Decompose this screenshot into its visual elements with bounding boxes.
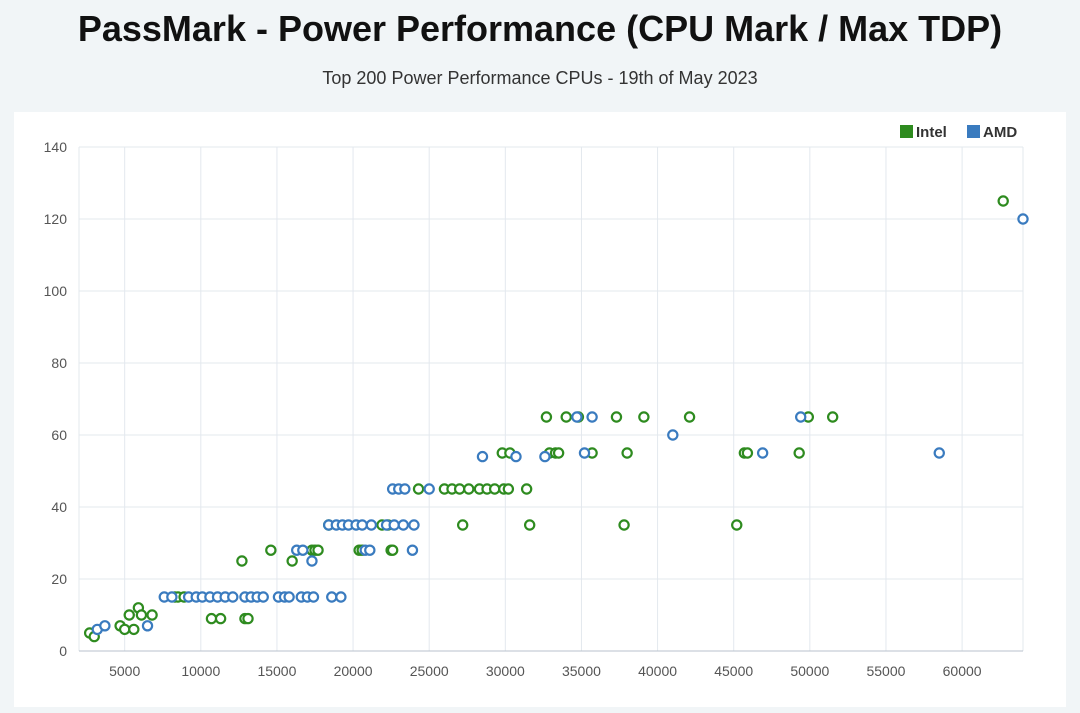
intel-data-point[interactable] — [125, 610, 134, 619]
amd-data-point[interactable] — [540, 452, 549, 461]
intel-data-point[interactable] — [464, 484, 473, 493]
intel-data-point[interactable] — [129, 625, 138, 634]
x-tick-label: 35000 — [562, 663, 601, 679]
x-tick-label: 60000 — [943, 663, 982, 679]
intel-data-point[interactable] — [743, 448, 752, 457]
amd-data-point[interactable] — [580, 448, 589, 457]
x-tick-label: 40000 — [638, 663, 677, 679]
intel-data-point[interactable] — [137, 610, 146, 619]
amd-data-point[interactable] — [400, 484, 409, 493]
intel-data-point[interactable] — [266, 546, 275, 555]
amd-data-point[interactable] — [228, 592, 237, 601]
amd-data-point[interactable] — [409, 520, 418, 529]
intel-data-point[interactable] — [623, 448, 632, 457]
intel-data-point[interactable] — [522, 484, 531, 493]
intel-data-point[interactable] — [685, 412, 694, 421]
legend-label-amd: AMD — [983, 124, 1017, 141]
intel-data-point[interactable] — [120, 625, 129, 634]
amd-data-point[interactable] — [298, 546, 307, 555]
intel-data-point[interactable] — [455, 484, 464, 493]
intel-data-point[interactable] — [313, 546, 322, 555]
legend-swatch-intel — [900, 125, 913, 138]
intel-data-point[interactable] — [504, 484, 513, 493]
chart-title: PassMark - Power Performance (CPU Mark /… — [0, 8, 1080, 50]
intel-data-point[interactable] — [562, 412, 571, 421]
intel-data-point[interactable] — [639, 412, 648, 421]
amd-data-point[interactable] — [167, 592, 176, 601]
intel-data-point[interactable] — [612, 412, 621, 421]
x-tick-label: 5000 — [109, 663, 140, 679]
intel-data-point[interactable] — [795, 448, 804, 457]
y-tick-label: 140 — [44, 139, 68, 155]
amd-data-point[interactable] — [796, 412, 805, 421]
amd-data-point[interactable] — [365, 546, 374, 555]
legend: Intel AMD — [900, 124, 1017, 141]
intel-data-point[interactable] — [388, 546, 397, 555]
x-tick-label: 15000 — [257, 663, 296, 679]
amd-data-point[interactable] — [408, 546, 417, 555]
y-tick-label: 60 — [51, 427, 67, 443]
amd-data-point[interactable] — [1018, 214, 1027, 223]
x-tick-label: 45000 — [714, 663, 753, 679]
intel-data-point[interactable] — [525, 520, 534, 529]
intel-data-point[interactable] — [147, 610, 156, 619]
amd-data-point[interactable] — [307, 556, 316, 565]
chart-panel: 0 20 40 60 80 100 120 140 5000 10000 15000 20000 250… — [14, 112, 1066, 707]
y-tick-label: 120 — [44, 211, 68, 227]
intel-data-point[interactable] — [288, 556, 297, 565]
amd-data-point[interactable] — [327, 592, 336, 601]
amd-data-point[interactable] — [572, 412, 581, 421]
amd-data-point[interactable] — [259, 592, 268, 601]
x-tick-label: 30000 — [486, 663, 525, 679]
intel-data-point[interactable] — [458, 520, 467, 529]
scatter-chart: 0 20 40 60 80 100 120 140 5000 10000 15000 20000 250… — [14, 112, 1066, 707]
intel-data-point[interactable] — [554, 448, 563, 457]
x-tick-label: 55000 — [866, 663, 905, 679]
amd-data-point[interactable] — [425, 484, 434, 493]
y-tick-label: 100 — [44, 283, 68, 299]
amd-data-point[interactable] — [309, 592, 318, 601]
amd-data-point[interactable] — [935, 448, 944, 457]
legend-label-intel: Intel — [916, 124, 947, 141]
intel-data-point[interactable] — [732, 520, 741, 529]
intel-data-point[interactable] — [999, 196, 1008, 205]
intel-data-point[interactable] — [414, 484, 423, 493]
amd-data-point[interactable] — [358, 520, 367, 529]
amd-data-point[interactable] — [588, 412, 597, 421]
amd-data-point[interactable] — [668, 430, 677, 439]
grid — [79, 147, 1023, 651]
amd-data-point[interactable] — [399, 520, 408, 529]
amd-data-point[interactable] — [511, 452, 520, 461]
x-tick-label: 50000 — [790, 663, 829, 679]
chart-subtitle: Top 200 Power Performance CPUs - 19th of… — [0, 68, 1080, 89]
x-tick-label: 25000 — [410, 663, 449, 679]
y-tick-label: 0 — [59, 643, 67, 659]
amd-data-point[interactable] — [367, 520, 376, 529]
intel-data-point[interactable] — [619, 520, 628, 529]
intel-data-point[interactable] — [216, 614, 225, 623]
intel-data-point[interactable] — [243, 614, 252, 623]
amd-data-point[interactable] — [390, 520, 399, 529]
y-tick-label: 20 — [51, 571, 67, 587]
y-tick-label: 40 — [51, 499, 67, 515]
intel-data-point[interactable] — [542, 412, 551, 421]
amd-data-point[interactable] — [285, 592, 294, 601]
x-tick-label: 20000 — [334, 663, 373, 679]
intel-data-point[interactable] — [490, 484, 499, 493]
amd-data-point[interactable] — [100, 621, 109, 630]
intel-data-point[interactable] — [207, 614, 216, 623]
amd-data-point[interactable] — [143, 621, 152, 630]
amd-data-point[interactable] — [758, 448, 767, 457]
y-tick-label: 80 — [51, 355, 67, 371]
x-tick-label: 10000 — [181, 663, 220, 679]
intel-data-point[interactable] — [237, 556, 246, 565]
amd-data-point[interactable] — [478, 452, 487, 461]
legend-swatch-amd — [967, 125, 980, 138]
intel-data-point[interactable] — [828, 412, 837, 421]
amd-data-point[interactable] — [336, 592, 345, 601]
